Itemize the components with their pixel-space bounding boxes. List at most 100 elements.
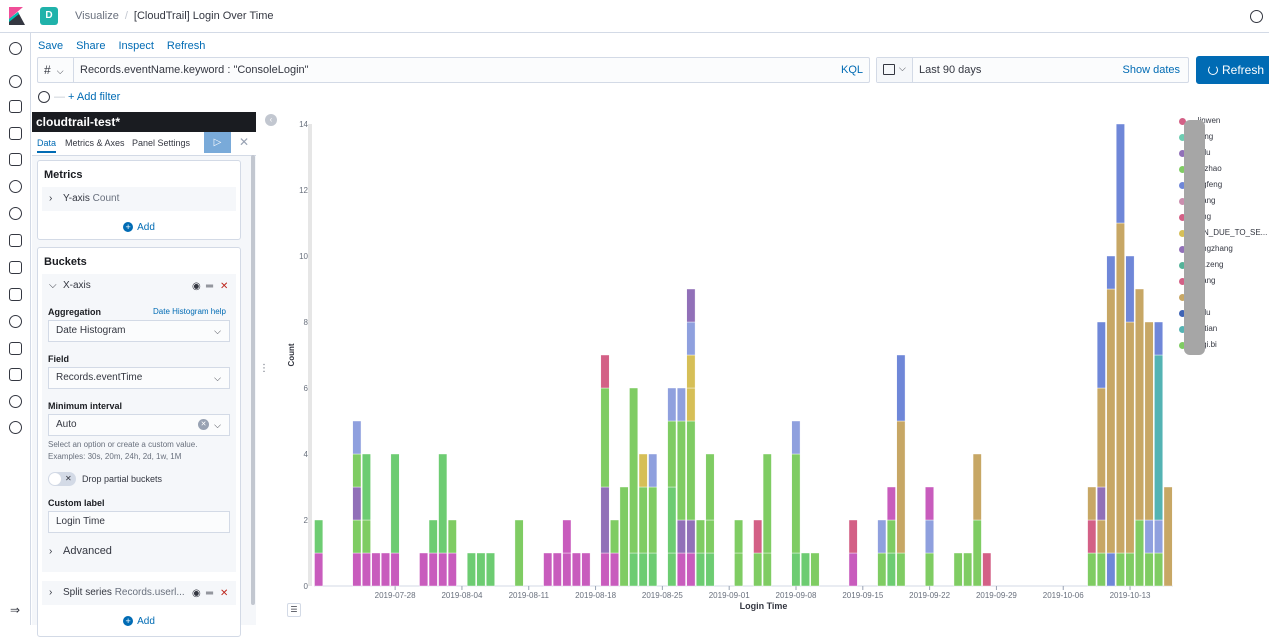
remove-x-icon[interactable]: ✕: [220, 281, 229, 292]
filter-settings-gear-icon[interactable]: [38, 91, 50, 103]
logs-icon[interactable]: [9, 261, 22, 274]
bar-segment: [352, 420, 362, 455]
legend-dot: [1179, 246, 1186, 253]
ml-icon[interactable]: [9, 207, 22, 220]
eye-icon[interactable]: ◉: [192, 281, 201, 292]
discover-icon[interactable]: [9, 75, 22, 88]
legend-redaction-mask: [1184, 120, 1205, 355]
share-button[interactable]: Share: [76, 40, 106, 52]
add-filter-button[interactable]: + Add filter: [68, 91, 121, 103]
bar-segment: [438, 453, 448, 554]
eye-icon[interactable]: ◉: [192, 588, 201, 599]
min-interval-label: Minimum interval: [48, 401, 123, 411]
uptime-icon[interactable]: [9, 315, 22, 328]
recent-icon[interactable]: [9, 42, 22, 55]
bar-segment: [762, 552, 772, 587]
resize-handle-icon[interactable]: ⋮: [259, 363, 269, 374]
bar-segment: [447, 519, 457, 554]
drag-handle-icon[interactable]: ═: [206, 588, 214, 599]
kibana-logo-icon[interactable]: [6, 5, 28, 27]
inspect-button[interactable]: Inspect: [118, 40, 154, 52]
editor-scrollbar[interactable]: [251, 155, 255, 605]
buckets-add-button[interactable]: + Add: [38, 616, 240, 627]
canvas-icon[interactable]: [9, 153, 22, 166]
bar-segment: [686, 552, 696, 587]
advanced-toggle[interactable]: Advanced: [63, 545, 112, 557]
breadcrumb: Visualize / [CloudTrail] Login Over Time: [75, 10, 273, 22]
bar-segment: [1116, 552, 1125, 587]
bar-segment: [753, 552, 763, 587]
dashboard-icon[interactable]: [9, 127, 22, 140]
tab-data[interactable]: Data: [37, 138, 57, 153]
tab-panel-settings[interactable]: Panel Settings: [132, 138, 191, 148]
bar-segment: [667, 486, 677, 554]
legend-dot: [1179, 214, 1186, 221]
refresh-menu-button[interactable]: Refresh: [166, 40, 206, 52]
remove-x-icon[interactable]: ✕: [220, 588, 229, 599]
custom-label-input[interactable]: Login Time: [48, 511, 230, 533]
legend-label: ...ngfeng: [1191, 180, 1223, 189]
management-gear-icon[interactable]: [9, 421, 22, 434]
monitoring-icon[interactable]: [9, 395, 22, 408]
visualize-icon[interactable]: [9, 100, 22, 113]
chevron-right-icon[interactable]: ›: [49, 587, 53, 598]
drag-handle-icon[interactable]: ═: [206, 281, 214, 292]
chevron-down-icon[interactable]: ⌵: [49, 280, 57, 291]
apply-changes-button[interactable]: ▷: [204, 132, 231, 153]
x-tick-label: 2019-08-11: [509, 591, 550, 600]
bar-segment: [447, 552, 457, 587]
bar-segment: [1144, 552, 1154, 587]
bar-segment: [638, 453, 648, 488]
help-icon[interactable]: [1250, 10, 1263, 23]
y-axis-agg-row[interactable]: › Y-axis Count: [42, 187, 236, 211]
kql-toggle[interactable]: KQL: [840, 64, 863, 76]
bar-segment: [314, 552, 324, 587]
hash-icon: #: [44, 63, 51, 77]
bar-segment: [1116, 222, 1125, 554]
collapse-sidebar-icon[interactable]: ‹: [265, 114, 277, 126]
split-series-row[interactable]: › Split series Records.userl... ◉ ═ ✕: [42, 581, 236, 605]
discard-changes-close-icon[interactable]: ✕: [239, 135, 250, 149]
y-axis-label: Y-axis: [63, 193, 90, 204]
breadcrumb-visualize[interactable]: Visualize: [75, 10, 119, 22]
x-tick-label: 2019-08-04: [441, 591, 482, 600]
min-interval-help-line-2: Examples: 30s, 20m, 24h, 2d, 1w, 1M: [48, 452, 182, 461]
bar-segment: [686, 387, 696, 422]
query-bar[interactable]: # ⌵ Records.eventName.keyword : "ConsoleL…: [37, 57, 870, 83]
space-avatar[interactable]: D: [40, 7, 58, 25]
min-interval-combobox[interactable]: Auto ✕ ⌵: [48, 414, 230, 436]
metrics-add-button[interactable]: + Add: [38, 222, 240, 233]
query-lang-toggle[interactable]: # ⌵: [38, 58, 74, 82]
dev-tools-icon[interactable]: [9, 368, 22, 381]
calendar-icon: [883, 64, 895, 75]
chevron-right-icon[interactable]: ›: [49, 193, 53, 204]
clear-circle-icon[interactable]: ✕: [198, 419, 209, 430]
refresh-button[interactable]: Refresh: [1196, 56, 1269, 84]
maps-icon[interactable]: [9, 180, 22, 193]
date-picker[interactable]: ⌵ Last 90 days Show dates: [876, 57, 1189, 83]
chevron-right-icon[interactable]: ›: [49, 546, 53, 557]
apm-icon[interactable]: [9, 288, 22, 301]
bar-segment: [600, 387, 610, 488]
infrastructure-icon[interactable]: [9, 234, 22, 247]
bar-segment: [1096, 387, 1106, 488]
quick-select-button[interactable]: ⌵: [877, 58, 913, 82]
show-dates-link[interactable]: Show dates: [1122, 64, 1180, 76]
date-histogram-help-link[interactable]: Date Histogram help: [153, 307, 226, 316]
bar-segment: [1096, 519, 1106, 554]
save-button[interactable]: Save: [38, 40, 64, 52]
tab-metrics-axes[interactable]: Metrics & Axes: [65, 138, 125, 148]
collapse-nav-icon[interactable]: ⇒: [10, 603, 21, 617]
query-input[interactable]: Records.eventName.keyword : "ConsoleLogi…: [80, 64, 309, 76]
x-tick-label: 2019-09-15: [842, 591, 883, 600]
y-tick-label: 4: [304, 450, 309, 459]
field-select[interactable]: Records.eventTime ⌵: [48, 367, 230, 389]
siem-icon[interactable]: [9, 342, 22, 355]
bar-segment: [1154, 354, 1163, 521]
y-axis-title: Count: [287, 343, 296, 366]
bar-segment: [1096, 486, 1106, 521]
aggregation-select[interactable]: Date Histogram ⌵: [48, 320, 230, 342]
date-range-text[interactable]: Last 90 days: [919, 64, 982, 76]
drop-partial-toggle[interactable]: ✕: [48, 472, 76, 486]
legend-toggle-icon[interactable]: ☰: [287, 603, 301, 617]
